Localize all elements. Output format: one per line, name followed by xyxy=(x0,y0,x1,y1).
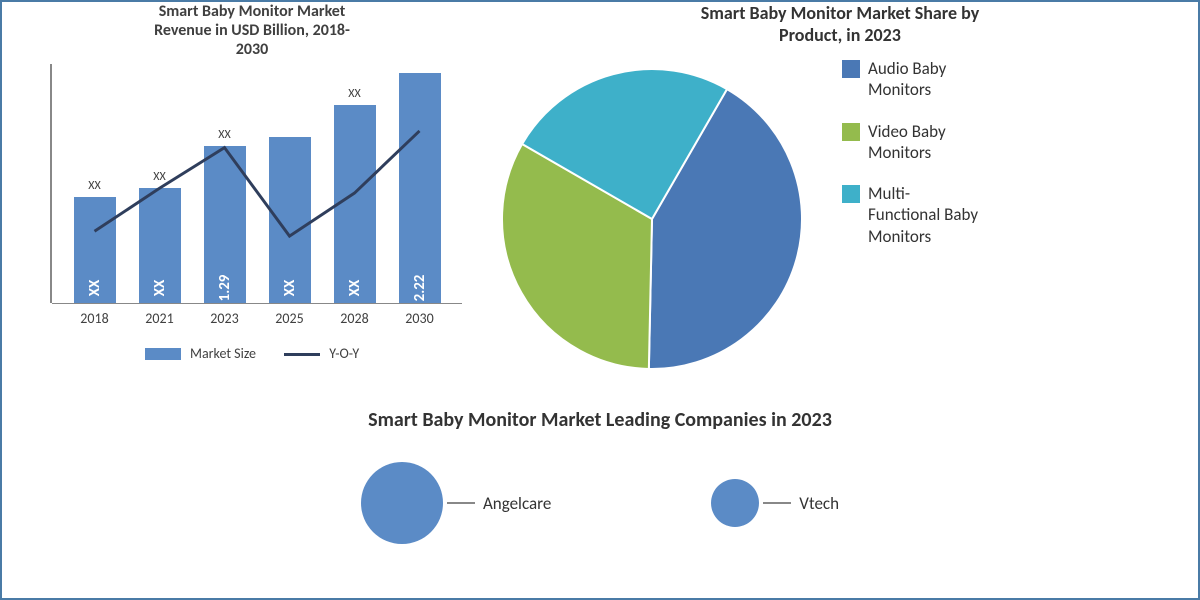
bar-title-line1: Smart Baby Monitor Market xyxy=(159,2,346,21)
bar-rect xyxy=(399,73,441,303)
legend-bar-label: Market Size xyxy=(190,345,256,362)
x-label: 2023 xyxy=(210,310,238,327)
pie-legend-swatch xyxy=(842,185,860,203)
bar-in-label: 2.22 xyxy=(411,274,429,301)
pie-legend-item: Multi-Functional BabyMonitors xyxy=(842,183,1178,247)
pie-legend-item: Video BabyMonitors xyxy=(842,121,1178,164)
bubble-connector xyxy=(763,502,791,504)
pie-chart-title: Smart Baby Monitor Market Share by Produ… xyxy=(482,2,1198,46)
bar-title-line3: 2030 xyxy=(236,40,268,59)
bubble-label: Angelcare xyxy=(483,493,551,514)
bar-title-line2: Revenue in USD Billion, 2018- xyxy=(154,21,350,40)
pie-legend-label: Multi-Functional BabyMonitors xyxy=(868,183,978,247)
x-label: 2018 xyxy=(80,310,108,327)
bubble-circle xyxy=(361,462,443,544)
bar-plot-area: XXXXXXXXXX1.29XXXXXX2.22 xyxy=(52,64,462,304)
pie-svg-wrap xyxy=(482,54,822,374)
bar-in-label: XX xyxy=(346,279,364,296)
bar-rect xyxy=(269,137,311,303)
bar-in-label: 1.29 xyxy=(216,274,234,301)
pie-legend-item: Audio BabyMonitors xyxy=(842,58,1178,101)
bar: 2.22 xyxy=(399,73,441,303)
pie-title-line1: Smart Baby Monitor Market Share by xyxy=(701,2,979,24)
pie-title-line2: Product, in 2023 xyxy=(779,24,901,46)
bar: XX1.29 xyxy=(204,146,246,302)
x-label: 2021 xyxy=(145,310,173,327)
bar: XXXX xyxy=(334,105,376,303)
bar-chart-panel: Smart Baby Monitor Market Revenue in USD… xyxy=(2,2,482,402)
bar-rect xyxy=(334,105,376,303)
bar-chart-legend: Market Size Y-O-Y xyxy=(42,345,462,362)
pie-svg xyxy=(482,54,822,374)
bubble-label: Vtech xyxy=(799,493,839,514)
pie-chart-panel: Smart Baby Monitor Market Share by Produ… xyxy=(482,2,1198,402)
bar-chart-title: Smart Baby Monitor Market Revenue in USD… xyxy=(42,2,462,60)
x-label: 2028 xyxy=(340,310,368,327)
bar: XXXX xyxy=(74,197,116,303)
bar: XX xyxy=(269,137,311,303)
pie-legend-label: Video BabyMonitors xyxy=(868,121,946,164)
pie-body: Audio BabyMonitors Video BabyMonitors Mult… xyxy=(482,54,1198,374)
bar-top-label: XX xyxy=(218,128,230,142)
bar-top-label: XX xyxy=(153,170,165,184)
pie-legend-label: Audio BabyMonitors xyxy=(868,58,946,101)
x-label: 2030 xyxy=(405,310,433,327)
x-label: 2025 xyxy=(275,310,303,327)
bubble-connector xyxy=(447,502,475,504)
x-axis-labels: 2018 2021 2023 2025 2028 2030 xyxy=(62,310,452,327)
legend-market-size: Market Size xyxy=(145,345,256,362)
legend-yoy: Y-O-Y xyxy=(284,345,359,362)
company-bubbles: Angelcare Vtech xyxy=(2,462,1198,544)
pie-legend-swatch xyxy=(842,60,860,78)
company-bubble: Angelcare xyxy=(361,462,551,544)
pie-legend: Audio BabyMonitors Video BabyMonitors Mult… xyxy=(842,54,1198,267)
legend-line-label: Y-O-Y xyxy=(329,345,359,362)
companies-section: Smart Baby Monitor Market Leading Compan… xyxy=(2,402,1198,544)
bubble-circle xyxy=(711,479,759,527)
bar-in-label: XX xyxy=(151,279,169,296)
y-axis xyxy=(50,64,52,303)
company-bubble: Vtech xyxy=(711,479,839,527)
bar: XXXX xyxy=(139,188,181,303)
bar-in-label: XX xyxy=(86,279,104,296)
pie-legend-swatch xyxy=(842,123,860,141)
bars-container: XXXXXXXXXX1.29XXXXXX2.22 xyxy=(62,64,452,303)
top-row: Smart Baby Monitor Market Revenue in USD… xyxy=(2,2,1198,402)
bar-in-label: XX xyxy=(281,279,299,296)
legend-bar-swatch xyxy=(145,348,181,360)
bar-top-label: XX xyxy=(88,179,100,193)
bar-top-label: XX xyxy=(348,87,360,101)
legend-line-swatch xyxy=(284,353,320,356)
companies-title: Smart Baby Monitor Market Leading Compan… xyxy=(2,408,1198,432)
